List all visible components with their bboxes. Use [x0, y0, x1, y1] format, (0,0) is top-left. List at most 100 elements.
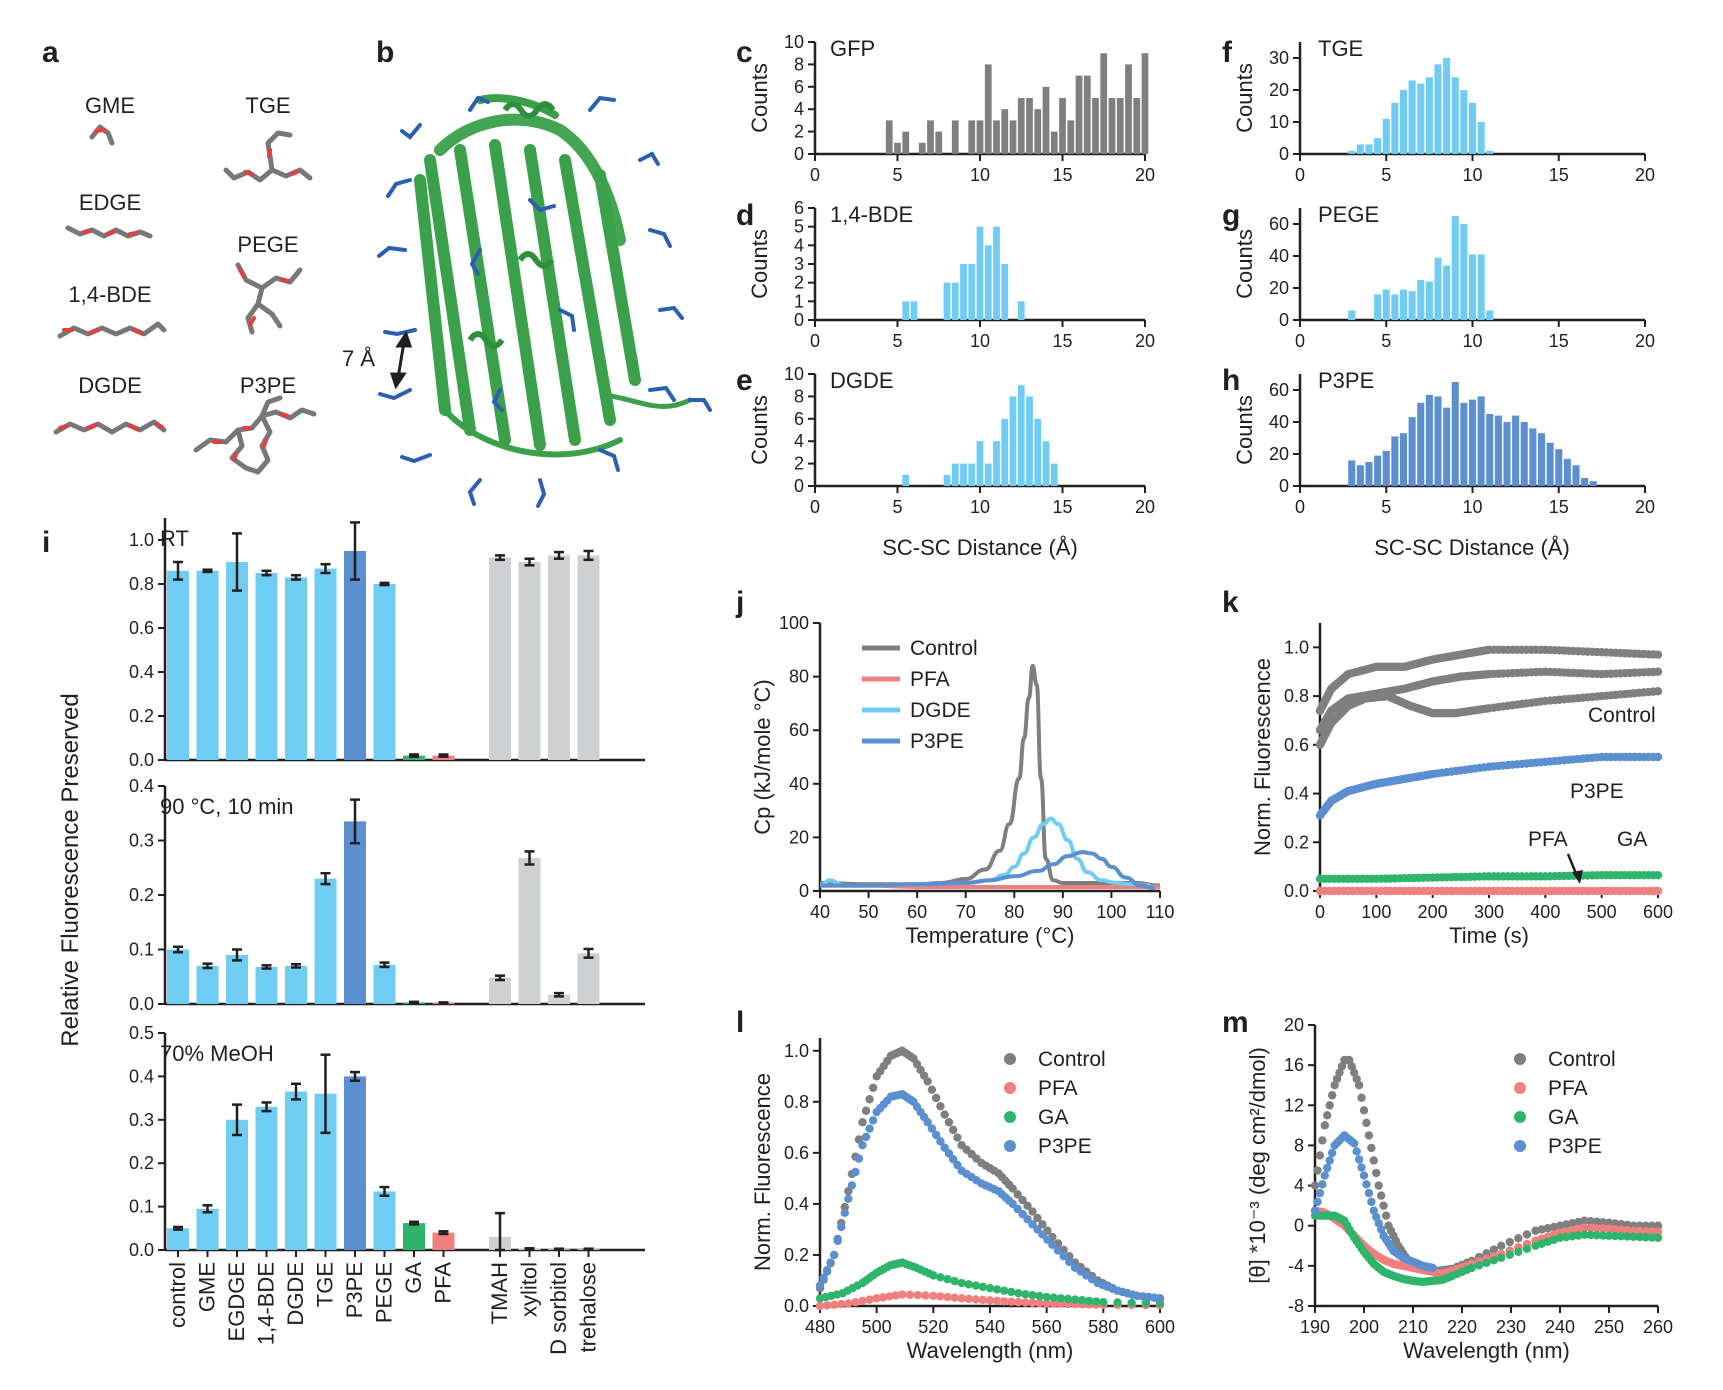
legend-label: P3PE [1038, 1135, 1092, 1158]
histogram-bar [1141, 53, 1149, 155]
histogram-bar [943, 282, 951, 320]
data-point [1352, 1147, 1361, 1156]
molecule-label: GME [85, 93, 135, 118]
histogram-bar [951, 120, 959, 154]
data-point [1362, 1180, 1371, 1189]
histogram-bar [1083, 75, 1091, 154]
bar [489, 557, 511, 760]
data-point [861, 1132, 871, 1142]
y-tick-label: 0.1 [129, 940, 154, 960]
data-point [1028, 1298, 1037, 1308]
hist-h-axes: 0 5 10 15 20 0 20 40 60 P3PE Counts [1232, 368, 1655, 517]
x-tick-label: 600 [1643, 902, 1673, 922]
histogram-bar [1009, 120, 1017, 154]
data-point [1315, 1151, 1325, 1160]
histogram-bar [1425, 77, 1433, 154]
histogram-bar [1417, 402, 1425, 486]
bar [548, 994, 570, 1004]
bar [285, 965, 307, 1004]
y-tick-label: 0.0 [784, 1296, 809, 1316]
data-point [940, 1110, 949, 1119]
chart-l-axes: 480 500 520 540 560 580 600 0.0 0.2 0.4 0.6 0.8 1.0 W… [750, 1038, 1175, 1363]
data-point [822, 1301, 832, 1310]
data-point [815, 1281, 825, 1290]
histogram-bar [1417, 280, 1425, 320]
histogram-bar [1477, 122, 1485, 154]
histogram-bar [1001, 418, 1009, 486]
histogram-bar [1365, 144, 1373, 154]
data-point [1033, 1213, 1042, 1223]
y-tick-label: 20 [789, 827, 809, 847]
panel-label-g: g [1222, 199, 1240, 232]
data-point [1467, 1263, 1477, 1273]
histogram-bar [951, 282, 959, 320]
bar [255, 1106, 278, 1250]
x-tick-label: 100 [1361, 902, 1391, 922]
category-label: xylitol [517, 1262, 542, 1317]
data-point [829, 1250, 839, 1260]
chart-k-axes: 0 100 200 300 400 500 600 0.0 0.2 0.4 0.6 0.8 1.0 Tim… [1250, 623, 1673, 948]
x-axis-label: Wavelength (nm) [1403, 1338, 1570, 1363]
histogram-bar [1348, 150, 1356, 154]
histogram-bar [1382, 118, 1390, 154]
histogram-bar [1009, 396, 1017, 486]
histogram-bar [1356, 465, 1364, 486]
y-tick-label: 20 [1269, 444, 1289, 464]
x-tick-label: 400 [1530, 902, 1560, 922]
annotation-control: Control [1588, 704, 1656, 727]
x-tick-label: 200 [1418, 902, 1448, 922]
histogram-bar [976, 226, 984, 320]
x-tick-label: 110 [1146, 902, 1175, 922]
y-axis-label: Counts [1232, 63, 1257, 133]
histogram-bar [993, 120, 1000, 154]
data-point [1327, 1091, 1337, 1100]
histogram-bar [1477, 254, 1485, 320]
data-point [1629, 1226, 1638, 1235]
y-tick-label: 3 [794, 254, 804, 274]
y-tick-label: -4 [1288, 1256, 1304, 1276]
data-point [865, 1124, 874, 1133]
data-point [1574, 1231, 1583, 1240]
x-tick-label: 500 [862, 1317, 892, 1337]
y-tick-label: 0.0 [129, 994, 154, 1014]
y-tick-label: 0.2 [129, 885, 154, 905]
panel-label-f: f [1222, 36, 1233, 69]
histogram-bar [918, 142, 926, 154]
series-line [820, 850, 1156, 891]
data-point [1327, 1148, 1337, 1158]
data-point [1623, 1226, 1632, 1235]
chart-title: GFP [830, 36, 875, 61]
data-point [1369, 1156, 1379, 1165]
data-point [1376, 1191, 1386, 1200]
data-point [861, 1106, 871, 1115]
data-point [865, 1095, 874, 1104]
y-tick-label: 20 [1269, 80, 1289, 100]
histogram-bar [1108, 98, 1116, 154]
data-point [1489, 1256, 1499, 1265]
data-point [1482, 1258, 1491, 1268]
annotation-pfa: PFA [1528, 828, 1568, 851]
data-point [1555, 1233, 1565, 1242]
bar [432, 1232, 455, 1250]
histogram-bar [1425, 394, 1433, 486]
x-tick-label: 5 [892, 165, 902, 185]
bar [344, 1076, 366, 1250]
y-tick-label: 0.2 [784, 1245, 809, 1265]
data-point [948, 1125, 958, 1135]
data-point [1635, 1226, 1644, 1236]
category-label: D sorbitol [546, 1262, 571, 1355]
bar [196, 1208, 219, 1250]
gfp-helix-cartoon [467, 101, 556, 349]
histogram-bar [1100, 53, 1108, 155]
legend-swatch [1514, 1140, 1526, 1152]
x-axis-label: Temperature (°C) [906, 923, 1075, 948]
data-point [1592, 1217, 1601, 1226]
x-tick-label: 250 [1594, 1317, 1624, 1337]
data-point [1325, 1156, 1334, 1165]
data-point [1320, 1121, 1330, 1130]
x-tick-label: 300 [1474, 902, 1504, 922]
data-point [858, 1118, 867, 1127]
histogram-bar [1034, 418, 1042, 486]
data-point [851, 1297, 860, 1307]
data-point [1653, 1227, 1663, 1236]
